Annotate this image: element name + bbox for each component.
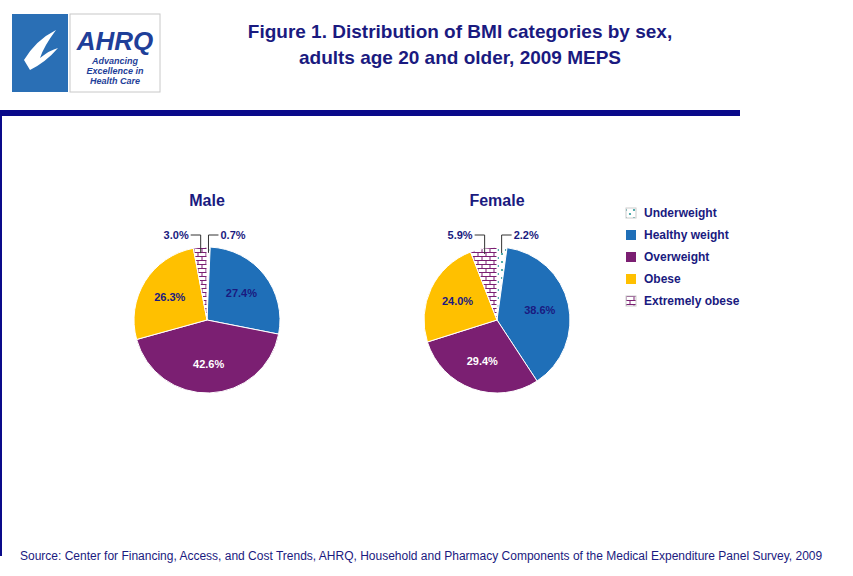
legend-label: Extremely obese bbox=[644, 294, 740, 308]
legend-label: Underweight bbox=[644, 206, 717, 220]
logo-tagline: Excellence in bbox=[86, 66, 144, 76]
data-label: 38.6% bbox=[524, 304, 555, 316]
source: Source: Center for Financing, Access, an… bbox=[20, 549, 823, 563]
logo-name: AHRQ bbox=[76, 26, 154, 56]
labels: 0.7% 27.4% 42.6% 26.3% 3.0% bbox=[154, 229, 257, 370]
data-label: 29.4% bbox=[467, 355, 498, 367]
data-label: 26.3% bbox=[154, 291, 185, 303]
data-label: 42.6% bbox=[193, 358, 224, 370]
legend-label: Obese bbox=[644, 272, 681, 286]
legend-swatch bbox=[626, 230, 636, 240]
legend: Underweight Healthy weight Overweight Obese… bbox=[626, 206, 740, 308]
data-label: 24.0% bbox=[442, 295, 473, 307]
data-label: 2.2% bbox=[514, 229, 539, 241]
background bbox=[0, 0, 853, 576]
slices bbox=[424, 247, 570, 393]
pie-slice bbox=[471, 247, 497, 320]
data-label: 5.9% bbox=[448, 229, 473, 241]
pie-title: Male bbox=[189, 192, 225, 209]
leader-line bbox=[208, 235, 218, 253]
pie-chart: Male 0.7% 27.4% 42.6% 26.3% 3.0% bbox=[134, 192, 280, 393]
pie-slice bbox=[207, 247, 280, 334]
title: adults age 20 and older, 2009 MEPS bbox=[299, 47, 621, 68]
labels: 2.2% 38.6% 29.4% 24.0% 5.9% bbox=[442, 229, 556, 367]
data-label: 27.4% bbox=[226, 287, 257, 299]
data-label: 0.7% bbox=[220, 229, 245, 241]
left-rule bbox=[0, 116, 2, 556]
legend-label: Healthy weight bbox=[644, 228, 729, 242]
leader-line bbox=[475, 235, 485, 254]
legend-swatch bbox=[626, 208, 636, 218]
slices bbox=[134, 247, 280, 393]
logo-tagline: Advancing bbox=[91, 56, 139, 66]
logo-tagline: Health Care bbox=[90, 76, 140, 86]
pie-chart: Female 2.2% 38.6% 29.4% 24.0% 5.9% bbox=[424, 192, 570, 393]
header-rule bbox=[0, 110, 740, 116]
legend-label: Overweight bbox=[644, 250, 709, 264]
ahrq-logo-box bbox=[70, 14, 160, 92]
legend-swatch bbox=[626, 274, 636, 284]
leader-line bbox=[191, 235, 201, 253]
pie-slice bbox=[193, 247, 207, 320]
figure: AHRQAdvancingExcellence inHealth Care Fig… bbox=[0, 0, 853, 576]
title: Figure 1. Distribution of BMI categories… bbox=[248, 21, 672, 42]
legend-swatch bbox=[626, 252, 636, 262]
data-label: 3.0% bbox=[164, 229, 189, 241]
pie-title: Female bbox=[469, 192, 524, 209]
legend-swatch bbox=[626, 296, 636, 306]
hhs-logo bbox=[12, 14, 68, 92]
hhs-eagle bbox=[24, 30, 58, 70]
leader-line bbox=[502, 235, 512, 253]
